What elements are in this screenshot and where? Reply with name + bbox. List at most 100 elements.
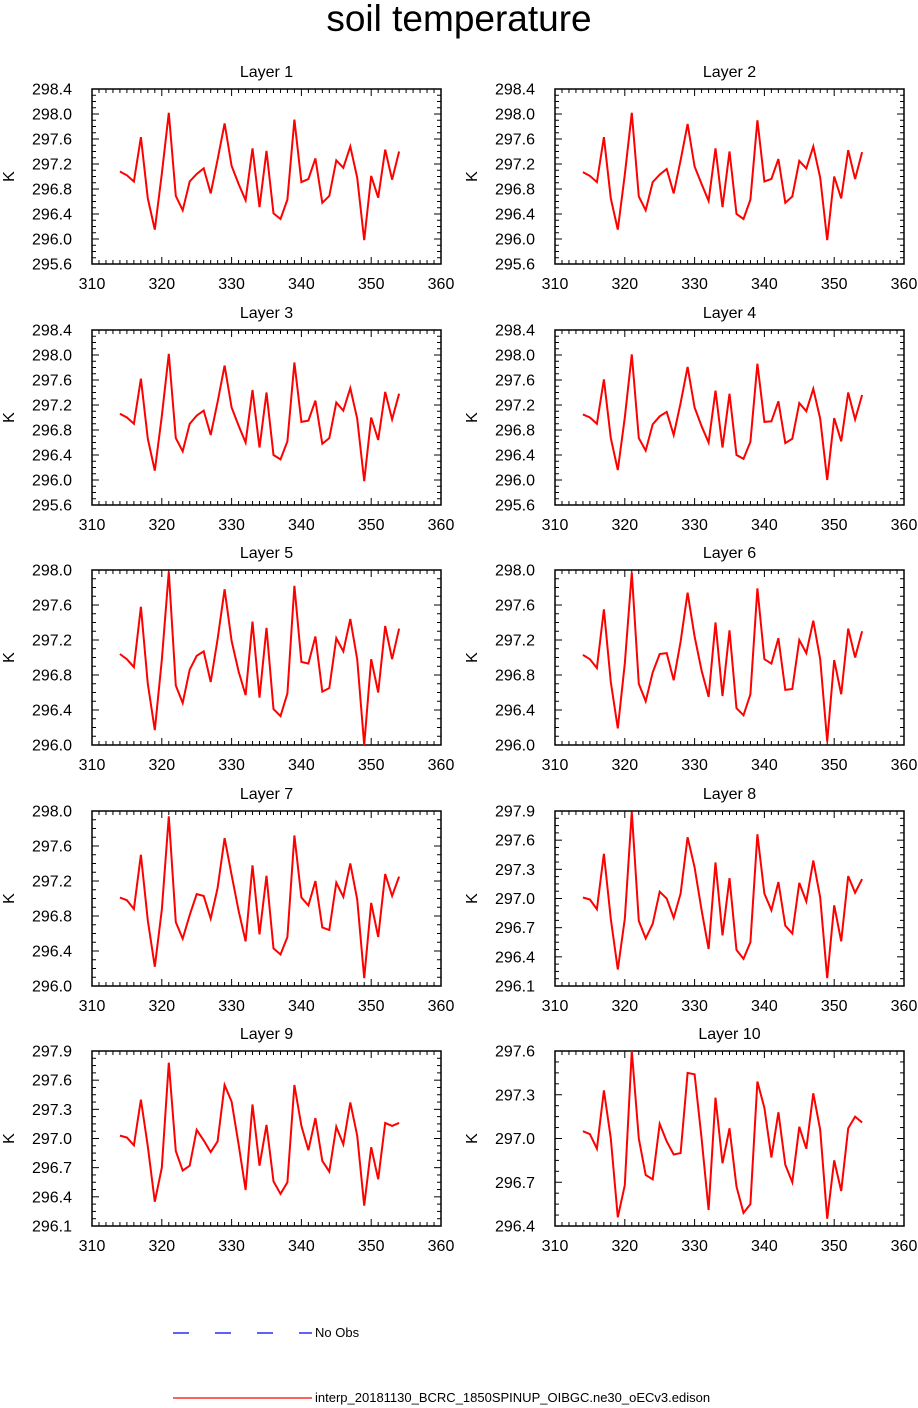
plot-frame	[91, 810, 442, 987]
y-tick-label: 298.0	[495, 563, 535, 580]
panel-title: Layer 9	[240, 1026, 293, 1043]
y-tick-label: 298.0	[495, 348, 535, 365]
y-tick-label: 296.1	[32, 1219, 72, 1236]
y-tick-label: 296.8	[495, 182, 535, 199]
y-tick-label: 297.6	[32, 839, 72, 856]
x-tick-label: 350	[358, 1238, 385, 1255]
y-tick-label: 297.2	[32, 157, 72, 174]
x-tick-label: 330	[218, 757, 245, 774]
series-line	[119, 112, 401, 241]
y-tick-label: 296.7	[495, 920, 535, 937]
x-tick-label: 310	[79, 757, 106, 774]
y-tick-label: 296.4	[32, 1189, 72, 1206]
y-tick-label: 296.0	[32, 232, 72, 249]
y-tick-label: 297.6	[495, 1044, 535, 1061]
y-axis-label: K	[1, 412, 18, 423]
y-tick-label: 296.0	[495, 473, 535, 490]
panel-7: Layer 7 K 310 320 330 340 350 360 296.0 296.4 296.…	[1, 786, 454, 1015]
x-tick-label: 330	[218, 276, 245, 293]
y-tick-label: 296.8	[495, 423, 535, 440]
y-tick-label: 296.4	[495, 448, 535, 465]
y-tick-label: 296.4	[32, 944, 72, 961]
y-tick-label: 298.0	[32, 563, 72, 580]
y-tick-label: 296.4	[32, 448, 72, 465]
y-tick-label: 296.4	[32, 703, 72, 720]
y-tick-label: 295.6	[495, 498, 535, 515]
y-tick-label: 297.9	[495, 804, 535, 821]
plot-frame	[554, 810, 905, 987]
y-tick-label: 297.0	[495, 1131, 535, 1148]
y-tick-label: 296.8	[32, 423, 72, 440]
series-line	[582, 572, 864, 742]
y-tick-label: 297.2	[32, 398, 72, 415]
panel-6: Layer 6 K 310 320 330 340 350 360 296.0 296.4 296.…	[464, 545, 917, 774]
x-tick-label: 320	[148, 517, 175, 534]
y-tick-label: 296.0	[32, 979, 72, 996]
x-tick-label: 340	[288, 517, 315, 534]
series-line	[119, 1062, 400, 1206]
x-tick-label: 330	[681, 998, 708, 1015]
y-axis-label: K	[464, 893, 481, 904]
legend-model-label: interp_20181130_BCRC_1850SPINUP_OIBGC.ne…	[315, 1390, 711, 1405]
x-tick-label: 360	[891, 276, 918, 293]
x-tick-label: 360	[428, 757, 455, 774]
y-tick-label: 296.7	[495, 1175, 535, 1192]
x-tick-label: 330	[218, 1238, 245, 1255]
y-tick-label: 297.6	[32, 373, 72, 390]
x-tick-label: 310	[79, 517, 106, 534]
x-tick-label: 350	[358, 757, 385, 774]
y-axis-label: K	[1, 171, 18, 182]
y-axis-label: K	[1, 652, 18, 663]
y-tick-label: 297.6	[32, 132, 72, 149]
y-tick-label: 297.2	[495, 633, 535, 650]
x-tick-label: 350	[821, 998, 848, 1015]
y-tick-label: 298.0	[32, 107, 72, 124]
y-tick-label: 296.8	[495, 668, 535, 685]
y-axis-label: K	[464, 652, 481, 663]
x-tick-label: 340	[288, 757, 315, 774]
panel-10: Layer 10 K 310 320 330 340 350 360 296.4 296.7 297…	[464, 1026, 917, 1255]
panel-title: Layer 5	[240, 545, 293, 562]
x-tick-label: 350	[821, 517, 848, 534]
x-tick-label: 340	[751, 757, 778, 774]
y-tick-label: 296.1	[495, 979, 535, 996]
y-tick-label: 298.0	[32, 804, 72, 821]
x-tick-label: 340	[751, 998, 778, 1015]
series-line	[582, 354, 864, 481]
x-tick-label: 320	[611, 998, 638, 1015]
y-tick-label: 296.0	[32, 473, 72, 490]
y-tick-label: 297.2	[32, 633, 72, 650]
x-tick-label: 320	[148, 1238, 175, 1255]
x-tick-label: 360	[891, 998, 918, 1015]
y-tick-label: 296.8	[32, 909, 72, 926]
x-tick-label: 350	[358, 276, 385, 293]
y-axis-label: K	[1, 893, 18, 904]
y-axis-label: K	[464, 1133, 481, 1144]
y-tick-label: 296.4	[495, 207, 535, 224]
y-tick-label: 296.0	[495, 232, 535, 249]
y-tick-label: 296.4	[495, 703, 535, 720]
y-tick-label: 298.0	[495, 107, 535, 124]
x-tick-label: 360	[428, 998, 455, 1015]
x-tick-label: 340	[751, 517, 778, 534]
panel-title: Layer 10	[698, 1026, 760, 1043]
y-tick-label: 296.0	[32, 738, 72, 755]
plot-frame	[91, 569, 442, 746]
x-tick-label: 340	[751, 1238, 778, 1255]
plot-frame	[554, 329, 905, 506]
series-line	[119, 353, 401, 482]
y-tick-label: 296.4	[495, 1219, 535, 1236]
plot-frame	[554, 569, 905, 746]
x-tick-label: 310	[542, 757, 569, 774]
y-tick-label: 298.4	[32, 323, 72, 340]
x-tick-label: 310	[542, 276, 569, 293]
panel-4: Layer 4 K 310 320 330 340 350 360 295.6 296.0 296.…	[464, 305, 917, 534]
y-tick-label: 297.6	[495, 598, 535, 615]
y-tick-label: 297.3	[495, 862, 535, 879]
y-tick-label: 297.6	[495, 373, 535, 390]
x-tick-label: 320	[148, 276, 175, 293]
legend-model-line	[173, 1397, 312, 1399]
y-tick-label: 298.4	[495, 323, 535, 340]
panel-title: Layer 6	[703, 545, 756, 562]
